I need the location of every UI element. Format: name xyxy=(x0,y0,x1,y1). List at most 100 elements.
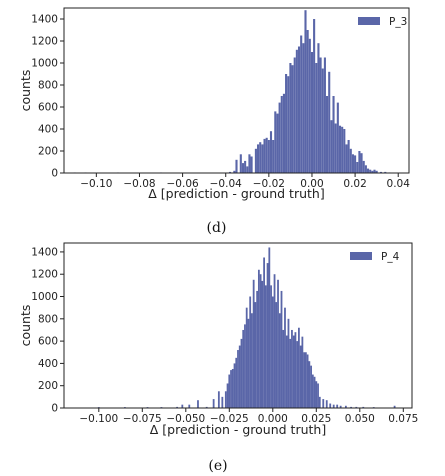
histogram-bar xyxy=(317,383,319,408)
histogram-bar xyxy=(263,138,266,173)
x-axis-ticks: −0.100 −0.075 −0.050 −0.025 0.000 0.025 0.050 0… xyxy=(79,408,418,425)
histogram-bar xyxy=(278,102,281,173)
histogram-bar xyxy=(332,404,335,408)
histogram-bar xyxy=(384,171,387,173)
histogram-bar xyxy=(326,96,329,173)
histogram-bar xyxy=(284,307,286,408)
histogram-bar xyxy=(373,169,376,173)
histogram-bar xyxy=(308,361,311,408)
histogram-bar xyxy=(298,327,300,408)
histogram-bar xyxy=(256,290,259,408)
plot-frame xyxy=(63,7,410,174)
histogram-bar xyxy=(322,399,325,408)
histogram-bar xyxy=(310,365,312,408)
histogram-bar xyxy=(393,405,396,408)
legend-label-p4: P_4 xyxy=(381,251,400,263)
histogram-bar xyxy=(349,148,352,173)
y-tick-label: 800 xyxy=(38,80,58,92)
panel-caption: (d) xyxy=(207,220,227,236)
histogram-bar xyxy=(344,405,347,408)
histogram-bar xyxy=(338,125,342,173)
histogram-bar xyxy=(259,142,262,173)
histogram-bar xyxy=(351,154,354,173)
bar-series-p3 xyxy=(73,10,391,174)
histogram-bar xyxy=(330,120,333,173)
histogram-bar xyxy=(268,247,271,408)
histogram-bar xyxy=(245,307,248,408)
histogram-bar xyxy=(238,345,241,408)
panel-caption: (e) xyxy=(208,458,227,474)
histogram-bar xyxy=(297,46,301,173)
histogram-bar xyxy=(313,376,316,408)
histogram-bar xyxy=(345,144,348,173)
histogram-bar xyxy=(311,374,314,408)
histogram-bar xyxy=(278,313,281,408)
x-tick-label: 0.000 xyxy=(258,413,288,425)
y-tick-label: 400 xyxy=(38,358,58,370)
y-tick-label: 1200 xyxy=(31,36,58,48)
histogram-bar xyxy=(176,406,178,408)
histogram-bar xyxy=(306,354,309,408)
histogram-bar xyxy=(271,296,274,408)
histogram-bar xyxy=(248,154,251,173)
histogram-bar xyxy=(259,274,262,408)
histogram-bar xyxy=(235,159,238,173)
y-tick-label: 1000 xyxy=(31,58,58,70)
y-tick-label: 800 xyxy=(38,313,58,325)
histogram-bar xyxy=(303,352,306,408)
histogram-bar xyxy=(325,400,328,408)
histogram-bar xyxy=(360,153,363,173)
histogram-bar xyxy=(304,352,307,408)
histogram-bar xyxy=(247,318,250,408)
histogram-bar xyxy=(276,113,279,173)
histogram-bar xyxy=(306,30,309,173)
histogram-bar xyxy=(332,96,335,173)
histogram-bar xyxy=(291,65,294,173)
histogram-bar xyxy=(336,404,339,408)
histogram-bar xyxy=(265,137,268,173)
y-axis-ticks: 0 200 400 600 800 1000 1200 1400 xyxy=(31,14,64,180)
histogram-bar xyxy=(347,140,350,173)
histogram-bar xyxy=(269,131,273,173)
histogram-bar xyxy=(329,403,332,408)
y-tick-label: 0 xyxy=(51,168,58,180)
histogram-bar xyxy=(266,263,269,408)
histogram-bar xyxy=(273,274,276,408)
histogram-bar xyxy=(375,170,378,173)
histogram-bar xyxy=(282,93,285,173)
x-tick-label: −0.050 xyxy=(166,413,205,425)
histogram-bar xyxy=(304,10,307,174)
histogram-bar xyxy=(242,329,245,408)
y-tick-label: 1000 xyxy=(31,291,58,303)
y-axis-ticks: 0 200 400 600 800 1000 1200 1400 xyxy=(31,246,64,415)
histogram-bar xyxy=(287,76,290,173)
x-tick-label: 0.075 xyxy=(388,413,418,425)
y-tick-label: 1400 xyxy=(31,246,58,258)
x-tick-label: 0.00 xyxy=(300,178,323,190)
histogram-bar xyxy=(354,155,357,173)
plot-frame xyxy=(63,242,413,409)
x-axis-label: Δ [prediction - ground truth] xyxy=(150,422,326,437)
x-tick-label: −0.100 xyxy=(79,413,118,425)
histogram-bar xyxy=(251,313,253,408)
histogram-bar xyxy=(244,324,246,408)
histogram-bar xyxy=(233,363,236,408)
histogram-bar xyxy=(254,302,257,408)
histogram-bar xyxy=(299,345,302,408)
histogram-bar xyxy=(285,74,288,173)
histogram-bar xyxy=(252,279,255,408)
histogram-bar xyxy=(181,404,184,408)
histogram-bar xyxy=(289,338,292,408)
histogram-bar xyxy=(366,168,370,173)
histogram-bar xyxy=(339,405,342,408)
bar-series-p4 xyxy=(97,247,396,408)
histogram-bar xyxy=(228,374,231,408)
legend: P_4 xyxy=(350,251,400,263)
legend-swatch-p4 xyxy=(350,252,372,260)
histogram-bar xyxy=(308,38,311,173)
histogram-bar xyxy=(315,63,318,173)
histogram-bar xyxy=(277,279,279,408)
x-axis-label: Δ [prediction - ground truth] xyxy=(148,186,324,201)
